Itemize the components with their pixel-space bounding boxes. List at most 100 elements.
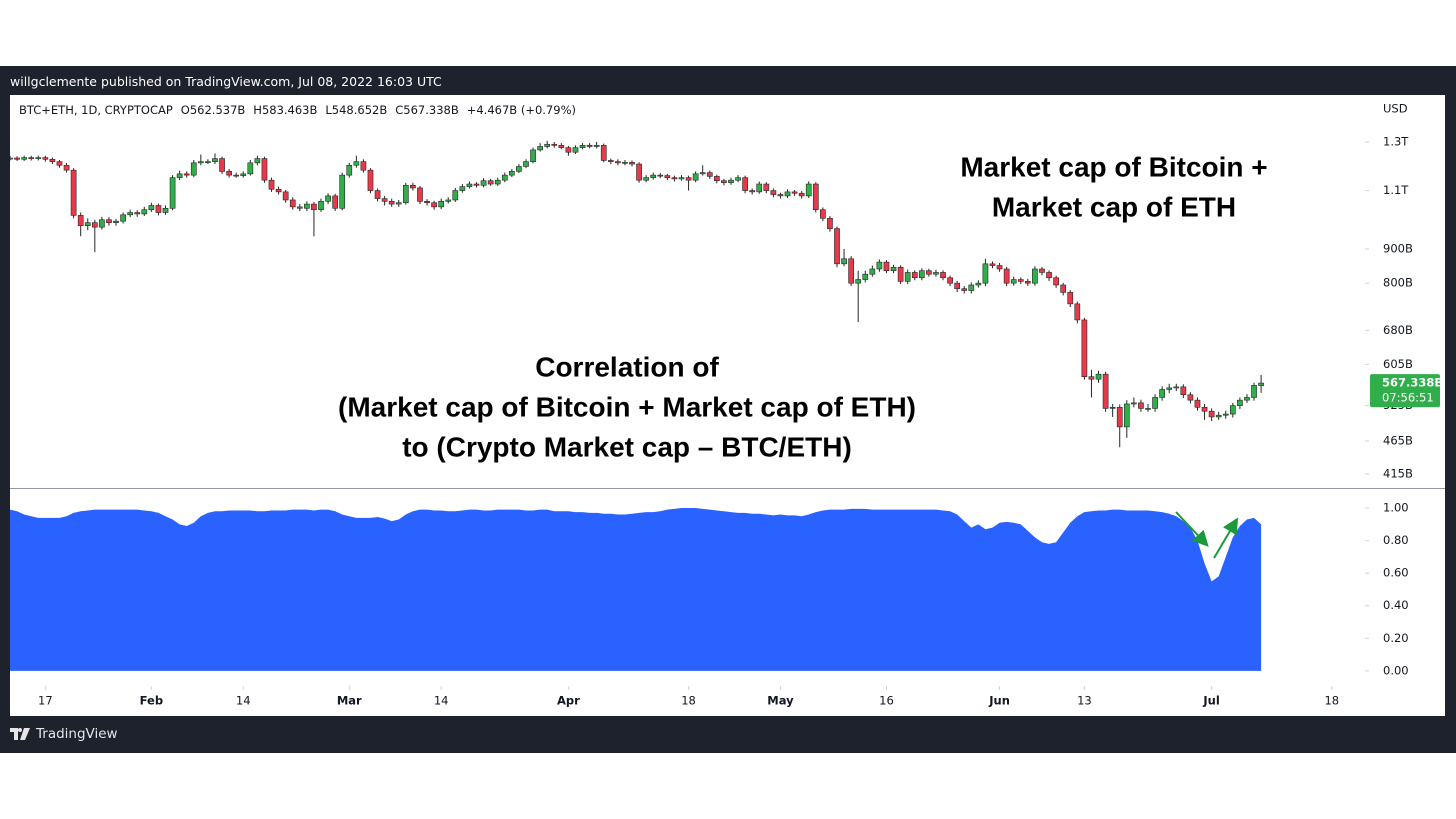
y-tick-label: 465B [1383, 433, 1413, 447]
candle-body [424, 201, 430, 204]
candle-body [226, 171, 232, 176]
candle-body [544, 143, 551, 147]
candle-body [1046, 272, 1052, 279]
candle-body [374, 190, 381, 199]
candle-body [346, 164, 353, 176]
candle-body [855, 279, 862, 284]
candle-body [381, 198, 388, 202]
countdown-label: 07:56:51 [1382, 391, 1434, 405]
candle-body [756, 183, 763, 193]
candle-body [812, 183, 819, 210]
candle-body [1102, 373, 1109, 409]
y-tick-label: 0.40 [1383, 598, 1409, 612]
candle-body [1152, 397, 1158, 409]
candle-body [501, 174, 508, 181]
legend-symbol: BTC+ETH, 1D, CRYPTOCAP [19, 103, 173, 117]
candle-body [791, 191, 798, 194]
candle-body [996, 265, 1003, 270]
candle-body [629, 162, 635, 165]
candle-body [91, 222, 98, 228]
candle-body [21, 157, 27, 160]
candle-body [516, 166, 522, 172]
candle-body [14, 157, 20, 160]
candle-body [205, 161, 211, 163]
candle-body [1081, 319, 1088, 377]
candle-body [148, 205, 155, 210]
candle-body [56, 161, 63, 166]
candle-body [155, 205, 162, 213]
candle-body [494, 179, 501, 185]
candle-body [685, 177, 692, 181]
plot [10, 140, 1264, 671]
candle-body [876, 261, 883, 270]
candle-body [820, 209, 826, 219]
candle-body [106, 219, 112, 223]
candle-body [509, 171, 515, 176]
candle-body [636, 163, 642, 181]
candle-body [431, 202, 437, 208]
x-tick-label: 14 [236, 694, 251, 708]
candle-body [926, 270, 932, 275]
candle-body [99, 219, 105, 228]
candle-body [671, 177, 678, 180]
candle-body [975, 282, 982, 286]
candle-body [607, 160, 614, 162]
legend: BTC+ETH, 1D, CRYPTOCAP O562.537B H583.46… [19, 103, 576, 117]
candle-body [49, 158, 56, 162]
candle-body [1116, 407, 1123, 428]
candle-body [120, 214, 126, 222]
candle-body [190, 162, 197, 176]
candle-body [1173, 386, 1180, 389]
candle-body [1180, 386, 1187, 396]
candle-body [70, 169, 77, 216]
candle-body [1187, 394, 1194, 401]
candle-body [848, 258, 854, 284]
candle-body [1039, 268, 1045, 273]
candle-body [169, 177, 176, 209]
candle-body [1138, 402, 1144, 409]
x-tick-label: 14 [434, 694, 449, 708]
y-tick-label: 605B [1383, 357, 1413, 371]
candle-body [1258, 382, 1264, 386]
candle-body [1251, 385, 1257, 398]
candle-body [961, 288, 968, 291]
brand-logo [10, 728, 30, 740]
candle-body [28, 157, 35, 159]
y-tick-label: 0.80 [1383, 533, 1409, 547]
candle-body [261, 158, 268, 181]
candle-body [947, 277, 953, 284]
candle-body [1095, 373, 1102, 380]
legend-change: +4.467B (+0.79%) [466, 103, 576, 117]
candle-body [388, 201, 395, 205]
candle-body [1074, 303, 1081, 321]
candle-body [862, 273, 869, 280]
correlation-area [10, 508, 1262, 671]
arrow-down [1175, 511, 1209, 547]
legend-high: H583.463B [253, 103, 318, 117]
candle-body [183, 173, 190, 176]
candle-body [692, 173, 699, 181]
y-tick-label: 0.20 [1383, 631, 1409, 645]
x-tick-label: Jul [1202, 694, 1219, 708]
candle-body [1032, 268, 1038, 284]
candle-body [84, 222, 91, 226]
candle-body [551, 143, 558, 146]
candle-body [438, 201, 445, 208]
candle-body [162, 207, 169, 213]
candle-body [622, 162, 628, 164]
candle-body [395, 202, 402, 205]
publisher-line: willgclemente published on TradingView.c… [10, 74, 442, 89]
candle-body [1017, 279, 1024, 282]
candle-body [1166, 387, 1173, 390]
candle-body [749, 190, 756, 193]
candle-body [1053, 277, 1059, 286]
annotation: Market cap of ETH [992, 191, 1236, 222]
candle-body [445, 199, 452, 202]
legend-low: L548.652B [325, 103, 388, 117]
candle-body [735, 177, 741, 181]
candle-body [940, 272, 946, 279]
candle-body [353, 161, 360, 166]
x-tick-label: Mar [337, 694, 362, 708]
candle-body [473, 183, 480, 186]
